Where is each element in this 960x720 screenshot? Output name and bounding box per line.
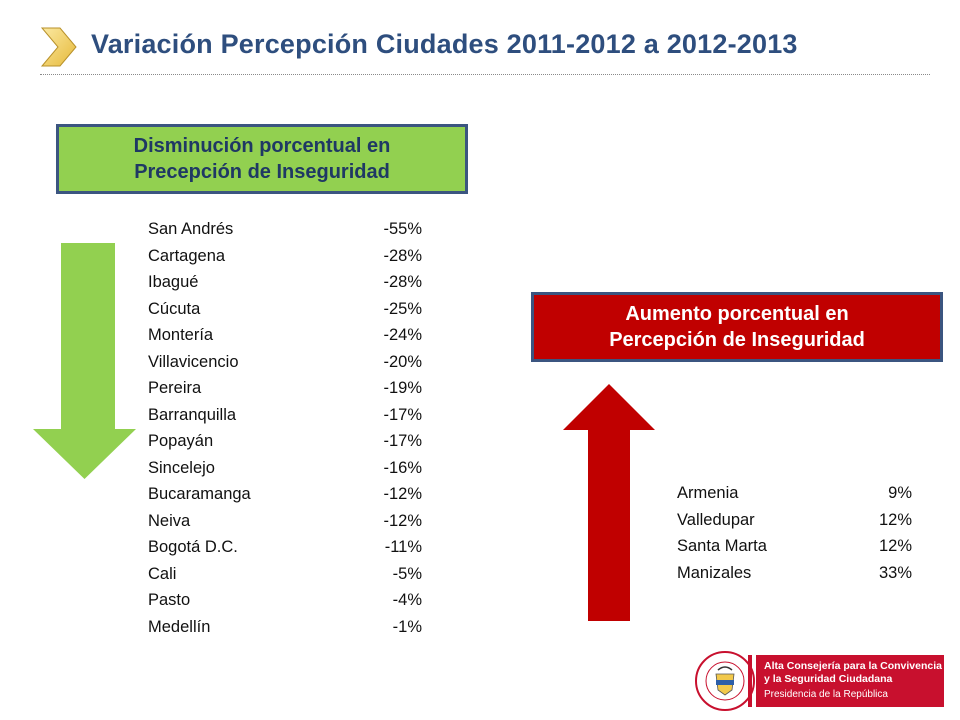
increase-row: Manizales 33% xyxy=(677,560,912,587)
decrease-percent-value: -25% xyxy=(383,299,422,318)
decrease-percent-value: -12% xyxy=(383,485,422,503)
decrease-row: San Andrés -55% xyxy=(148,216,422,243)
increase-heading-box: Aumento porcentual en Percepción de Inse… xyxy=(531,292,943,362)
decrease-percent-value: -5% xyxy=(392,564,422,583)
increase-row: Valledupar 12% xyxy=(677,507,912,534)
decrease-heading-box: Disminución porcentual en Precepción de … xyxy=(56,124,468,194)
decrease-city-name: San Andrés xyxy=(148,220,234,238)
decrease-row: Popayán -17% xyxy=(148,428,422,455)
decrease-row: Barranquilla -17% xyxy=(148,402,422,429)
decrease-row: Cúcuta -25% xyxy=(148,296,422,323)
decrease-percent-value: -12% xyxy=(383,511,422,530)
logo-line3: Presidencia de la República xyxy=(764,689,888,700)
decrease-heading-line1: Disminución porcentual en xyxy=(133,135,391,157)
decrease-percent-value: -11% xyxy=(384,538,422,556)
decrease-row: Pereira -19% xyxy=(148,375,422,402)
decrease-city-name: Cartagena xyxy=(148,246,226,265)
decrease-city-name: Neiva xyxy=(148,511,191,530)
decrease-city-list: San Andrés -55% Cartagena -28% Ibagué -28% Cúc… xyxy=(148,216,422,640)
decrease-row: Neiva -12% xyxy=(148,508,422,535)
decrease-percent-value: -17% xyxy=(383,432,422,450)
decrease-row: Sincelejo -16% xyxy=(148,455,422,482)
increase-row: Armenia 9% xyxy=(677,480,912,507)
decrease-percent-value: -17% xyxy=(383,405,422,424)
decrease-percent-value: -55% xyxy=(383,220,422,238)
title-divider xyxy=(40,74,930,75)
institution-logo: Alta Consejería para la Convivencia y la… xyxy=(694,650,944,712)
increase-city-name: Armenia xyxy=(677,484,739,502)
logo-divider xyxy=(748,655,752,707)
decrease-percent-value: -20% xyxy=(383,352,422,371)
decrease-row: Bucaramanga -12% xyxy=(148,481,422,508)
chevron-right-icon xyxy=(40,27,77,67)
increase-city-name: Valledupar xyxy=(677,510,755,529)
increase-heading-line2: Percepción de Inseguridad xyxy=(609,329,865,351)
colombia-seal-icon xyxy=(695,651,755,711)
increase-percent-value: 12% xyxy=(878,510,912,529)
decrease-city-name: Popayán xyxy=(148,432,214,450)
decrease-city-name: Cúcuta xyxy=(148,299,201,318)
decrease-city-name: Cali xyxy=(148,564,177,583)
decrease-city-name: Sincelejo xyxy=(148,458,215,477)
page-title: Variación Percepción Ciudades 2011-2012 … xyxy=(91,29,798,59)
increase-percent-value: 12% xyxy=(878,537,912,555)
decrease-row: Pasto -4% xyxy=(148,587,422,614)
decrease-city-name: Medellín xyxy=(148,617,211,636)
logo-line2: y la Seguridad Ciudadana xyxy=(764,673,893,685)
decrease-city-name: Pasto xyxy=(148,591,191,609)
increase-percent-value: 9% xyxy=(888,484,912,502)
decrease-row: Medellín -1% xyxy=(148,614,422,641)
decrease-city-name: Pereira xyxy=(148,379,202,397)
decrease-row: Ibagué -28% xyxy=(148,269,422,296)
decrease-city-name: Bucaramanga xyxy=(148,485,251,503)
decrease-percent-value: -16% xyxy=(383,458,422,477)
decrease-row: Bogotá D.C. -11% xyxy=(148,534,422,561)
decrease-heading-line2: Precepción de Inseguridad xyxy=(134,161,390,183)
decrease-city-name: Ibagué xyxy=(148,273,199,291)
decrease-city-name: Bogotá D.C. xyxy=(148,538,238,556)
logo-line1: Alta Consejería para la Convivencia xyxy=(764,660,942,672)
decrease-row: Cali -5% xyxy=(148,561,422,588)
decrease-percent-value: -24% xyxy=(383,326,422,344)
arrow-down-icon xyxy=(33,243,136,479)
increase-heading-line1: Aumento porcentual en xyxy=(625,303,849,325)
decrease-percent-value: -19% xyxy=(383,379,422,397)
increase-city-name: Santa Marta xyxy=(677,537,767,555)
decrease-row: Villavicencio -20% xyxy=(148,349,422,376)
decrease-city-name: Montería xyxy=(148,326,214,344)
decrease-city-name: Barranquilla xyxy=(148,405,237,424)
decrease-row: Montería -24% xyxy=(148,322,422,349)
decrease-percent-value: -4% xyxy=(392,591,422,609)
increase-city-name: Manizales xyxy=(677,563,752,582)
decrease-percent-value: -28% xyxy=(383,273,422,291)
decrease-city-name: Villavicencio xyxy=(148,352,239,371)
increase-city-list: Armenia 9% Valledupar 12% Santa Marta 12% Mani… xyxy=(677,480,912,586)
increase-percent-value: 33% xyxy=(878,563,912,582)
increase-row: Santa Marta 12% xyxy=(677,533,912,560)
decrease-percent-value: -28% xyxy=(383,246,422,265)
decrease-percent-value: -1% xyxy=(392,617,422,636)
arrow-up-icon xyxy=(563,384,655,621)
decrease-row: Cartagena -28% xyxy=(148,243,422,270)
logo-text-panel: Alta Consejería para la Convivencia y la… xyxy=(756,655,944,707)
